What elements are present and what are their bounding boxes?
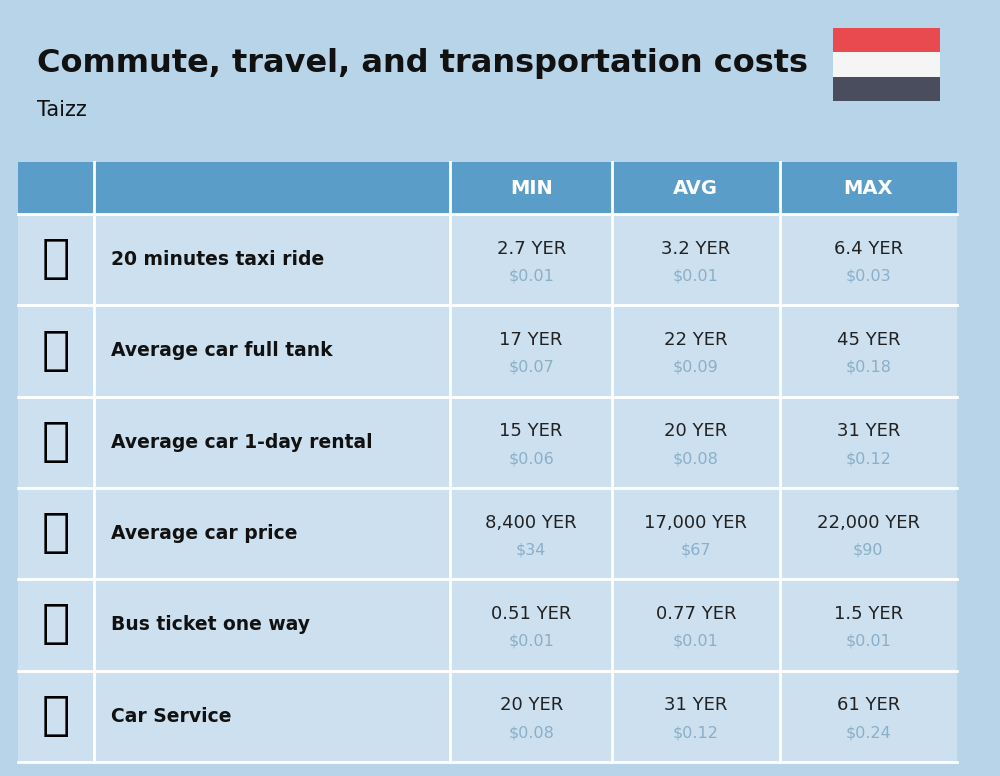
Text: Car Service: Car Service (111, 707, 232, 726)
Text: Bus ticket one way: Bus ticket one way (111, 615, 310, 635)
Text: $0.12: $0.12 (845, 452, 891, 466)
Text: $0.18: $0.18 (845, 360, 891, 375)
Text: 20 YER: 20 YER (500, 696, 563, 715)
Text: 17 YER: 17 YER (499, 331, 563, 349)
Text: 0.51 YER: 0.51 YER (491, 605, 571, 623)
Text: $0.06: $0.06 (508, 452, 554, 466)
Text: 🚗: 🚗 (41, 511, 70, 556)
Text: 8,400 YER: 8,400 YER (485, 514, 577, 532)
Text: $0.03: $0.03 (846, 268, 891, 283)
Bar (18, 488, 957, 580)
Text: 2.7 YER: 2.7 YER (497, 240, 566, 258)
Text: 6.4 YER: 6.4 YER (834, 240, 903, 258)
Text: 3.2 YER: 3.2 YER (661, 240, 730, 258)
Bar (833, 28, 940, 52)
Text: Commute, travel, and transportation costs: Commute, travel, and transportation cost… (37, 48, 808, 79)
Text: $0.24: $0.24 (845, 726, 891, 740)
Bar (833, 77, 940, 101)
Text: 20 minutes taxi ride: 20 minutes taxi ride (111, 250, 324, 269)
Bar (18, 670, 957, 762)
Text: 22,000 YER: 22,000 YER (817, 514, 920, 532)
Text: 🚙: 🚙 (41, 420, 70, 465)
Text: Average car 1-day rental: Average car 1-day rental (111, 433, 373, 452)
Text: MIN: MIN (510, 178, 553, 198)
Text: 61 YER: 61 YER (837, 696, 900, 715)
Bar (18, 305, 957, 397)
Text: $0.01: $0.01 (508, 268, 554, 283)
Text: $0.08: $0.08 (508, 726, 554, 740)
Text: 22 YER: 22 YER (664, 331, 728, 349)
Text: $90: $90 (853, 542, 884, 558)
Text: $0.07: $0.07 (508, 360, 554, 375)
Text: $0.01: $0.01 (508, 634, 554, 649)
Text: MAX: MAX (844, 178, 893, 198)
Text: 🚕: 🚕 (41, 237, 70, 282)
Text: $0.09: $0.09 (673, 360, 719, 375)
Text: AVG: AVG (673, 178, 718, 198)
Text: 🚗: 🚗 (41, 694, 70, 739)
Text: $34: $34 (516, 542, 546, 558)
Text: 31 YER: 31 YER (664, 696, 728, 715)
Text: $67: $67 (681, 542, 711, 558)
Bar (18, 580, 957, 670)
Bar (18, 214, 957, 305)
Text: 0.77 YER: 0.77 YER (656, 605, 736, 623)
Text: $0.01: $0.01 (673, 634, 719, 649)
Text: ⛽: ⛽ (41, 328, 70, 373)
Bar (833, 52, 940, 77)
Text: $0.01: $0.01 (845, 634, 891, 649)
Text: 45 YER: 45 YER (837, 331, 900, 349)
Bar (18, 397, 957, 488)
Text: Average car price: Average car price (111, 524, 298, 543)
Text: 31 YER: 31 YER (837, 422, 900, 440)
Text: $0.01: $0.01 (673, 268, 719, 283)
Text: 17,000 YER: 17,000 YER (644, 514, 747, 532)
Text: 🚌: 🚌 (41, 602, 70, 647)
Text: $0.12: $0.12 (673, 726, 719, 740)
Text: 1.5 YER: 1.5 YER (834, 605, 903, 623)
Text: $0.08: $0.08 (673, 452, 719, 466)
Text: 15 YER: 15 YER (499, 422, 563, 440)
Bar (18, 162, 957, 214)
Text: 20 YER: 20 YER (664, 422, 727, 440)
Text: Taizz: Taizz (37, 100, 87, 120)
Text: Average car full tank: Average car full tank (111, 341, 333, 361)
